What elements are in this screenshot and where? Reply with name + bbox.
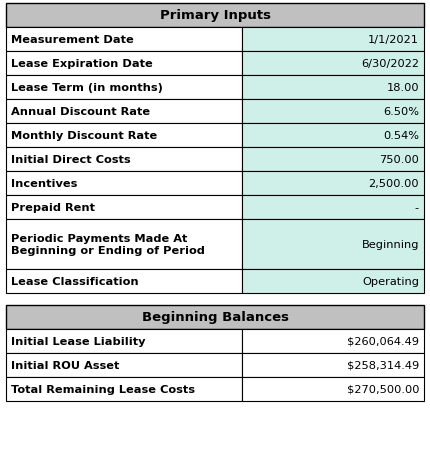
Bar (6, 305, 424, 329)
Text: Incentives: Incentives (11, 179, 77, 189)
Bar (242, 353, 424, 377)
Text: Initial ROU Asset: Initial ROU Asset (11, 360, 120, 370)
Text: 0.54%: 0.54% (383, 131, 419, 141)
Bar (6, 4, 424, 28)
Bar (242, 52, 424, 76)
Text: $260,064.49: $260,064.49 (347, 336, 419, 346)
Text: 18.00: 18.00 (387, 83, 419, 93)
Bar (242, 219, 424, 269)
Text: 6.50%: 6.50% (383, 107, 419, 117)
Bar (242, 124, 424, 148)
Bar (6, 124, 242, 148)
Text: -: - (415, 202, 419, 213)
Bar (6, 52, 242, 76)
Bar (6, 196, 242, 219)
Text: 6/30/2022: 6/30/2022 (361, 59, 419, 69)
Bar (242, 76, 424, 100)
Bar (242, 172, 424, 196)
Text: Initial Lease Liability: Initial Lease Liability (11, 336, 145, 346)
Bar (6, 28, 242, 52)
Bar (242, 28, 424, 52)
Text: Total Remaining Lease Costs: Total Remaining Lease Costs (11, 384, 195, 394)
Bar (242, 148, 424, 172)
Bar (242, 377, 424, 401)
Bar (6, 100, 242, 124)
Text: Monthly Discount Rate: Monthly Discount Rate (11, 131, 157, 141)
Text: Lease Term (in months): Lease Term (in months) (11, 83, 163, 93)
Text: 750.00: 750.00 (379, 155, 419, 165)
Text: Primary Inputs: Primary Inputs (160, 10, 270, 22)
Bar (6, 219, 242, 269)
Text: Initial Direct Costs: Initial Direct Costs (11, 155, 131, 165)
Text: Annual Discount Rate: Annual Discount Rate (11, 107, 150, 117)
Bar (6, 377, 242, 401)
Bar (242, 196, 424, 219)
Text: Prepaid Rent: Prepaid Rent (11, 202, 95, 213)
Bar (6, 329, 242, 353)
Bar (6, 76, 242, 100)
Text: Beginning Balances: Beginning Balances (141, 311, 289, 324)
Bar (6, 353, 242, 377)
Bar (6, 269, 242, 293)
Text: 1/1/2021: 1/1/2021 (368, 35, 419, 45)
Text: Lease Classification: Lease Classification (11, 276, 138, 286)
Bar (242, 269, 424, 293)
Text: Periodic Payments Made At
Beginning or Ending of Period: Periodic Payments Made At Beginning or E… (11, 234, 205, 256)
Text: Lease Expiration Date: Lease Expiration Date (11, 59, 153, 69)
Text: Beginning: Beginning (362, 240, 419, 249)
Bar (6, 148, 242, 172)
Text: $270,500.00: $270,500.00 (347, 384, 419, 394)
Bar (242, 329, 424, 353)
Text: Operating: Operating (362, 276, 419, 286)
Bar (6, 172, 242, 196)
Text: $258,314.49: $258,314.49 (347, 360, 419, 370)
Text: Measurement Date: Measurement Date (11, 35, 134, 45)
Bar (242, 100, 424, 124)
Text: 2,500.00: 2,500.00 (369, 179, 419, 189)
